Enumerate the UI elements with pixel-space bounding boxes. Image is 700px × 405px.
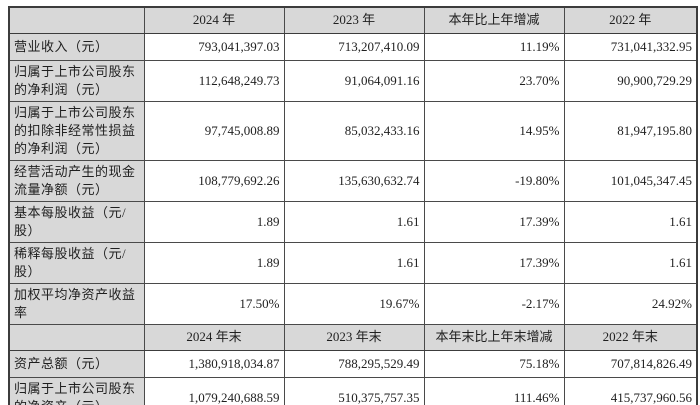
column-header-2022-end: 2022 年末 — [563, 323, 698, 351]
column-header-2024-end: 2024 年末 — [143, 323, 285, 351]
value-cell: 17.39% — [423, 200, 565, 243]
value-cell: 112,648,249.73 — [143, 59, 285, 102]
value-cell: 91,064,091.16 — [283, 59, 425, 102]
value-cell: 135,630,632.74 — [283, 159, 425, 202]
column-header-2023: 2023 年 — [283, 6, 425, 34]
row-label: 营业收入（元） — [8, 32, 145, 61]
row-label: 归属于上市公司股东的净利润（元） — [8, 59, 145, 102]
column-header-yearend-change: 本年末比上年末增减 — [423, 323, 565, 351]
value-cell: 111.46% — [423, 376, 565, 405]
row-label: 加权平均净资产收益率 — [8, 282, 145, 325]
value-cell: 1,380,918,034.87 — [143, 349, 285, 378]
row-label: 基本每股收益（元/股） — [8, 200, 145, 243]
value-cell: 75.18% — [423, 349, 565, 378]
value-cell: 101,045,347.45 — [563, 159, 698, 202]
value-cell: 793,041,397.03 — [143, 32, 285, 61]
table-row-net-profit-excl-nonrecurring: 归属于上市公司股东的扣除非经常性损益的净利润（元） 97,745,008.89 … — [8, 100, 698, 161]
value-cell: 108,779,692.26 — [143, 159, 285, 202]
value-cell: 1,079,240,688.59 — [143, 376, 285, 405]
value-cell: 510,375,757.35 — [283, 376, 425, 405]
table-row-revenue: 营业收入（元） 793,041,397.03 713,207,410.09 11… — [8, 32, 698, 61]
row-label: 归属于上市公司股东的净资产（元） — [8, 376, 145, 405]
value-cell: 788,295,529.49 — [283, 349, 425, 378]
value-cell: 97,745,008.89 — [143, 100, 285, 161]
value-cell: 11.19% — [423, 32, 565, 61]
row-label: 稀释每股收益（元/股） — [8, 241, 145, 284]
value-cell: 24.92% — [563, 282, 698, 325]
value-cell: 23.70% — [423, 59, 565, 102]
value-cell: 17.39% — [423, 241, 565, 284]
corner-cell — [8, 6, 145, 34]
header-row-annual: 2024 年 2023 年 本年比上年增减 2022 年 — [8, 6, 698, 34]
column-header-yoy-change: 本年比上年增减 — [423, 6, 565, 34]
value-cell: 731,041,332.95 — [563, 32, 698, 61]
column-header-2024: 2024 年 — [143, 6, 285, 34]
table-row-operating-cash-flow: 经营活动产生的现金流量净额（元） 108,779,692.26 135,630,… — [8, 159, 698, 202]
table-row-diluted-eps: 稀释每股收益（元/股） 1.89 1.61 17.39% 1.61 — [8, 241, 698, 284]
value-cell: 707,814,826.49 — [563, 349, 698, 378]
value-cell: 1.61 — [563, 200, 698, 243]
value-cell: 19.67% — [283, 282, 425, 325]
table-row-weighted-avg-roe: 加权平均净资产收益率 17.50% 19.67% -2.17% 24.92% — [8, 282, 698, 325]
value-cell: -19.80% — [423, 159, 565, 202]
table-row-net-assets: 归属于上市公司股东的净资产（元） 1,079,240,688.59 510,37… — [8, 376, 698, 405]
value-cell: 1.61 — [283, 241, 425, 284]
value-cell: 85,032,433.16 — [283, 100, 425, 161]
value-cell: 81,947,195.80 — [563, 100, 698, 161]
value-cell: 17.50% — [143, 282, 285, 325]
corner-cell — [8, 323, 145, 351]
value-cell: 415,737,960.56 — [563, 376, 698, 405]
row-label: 经营活动产生的现金流量净额（元） — [8, 159, 145, 202]
value-cell: 1.89 — [143, 241, 285, 284]
value-cell: 1.89 — [143, 200, 285, 243]
financial-summary-table: 2024 年 2023 年 本年比上年增减 2022 年 营业收入（元） 793… — [8, 6, 698, 405]
value-cell: 1.61 — [283, 200, 425, 243]
value-cell: -2.17% — [423, 282, 565, 325]
table-row-net-profit: 归属于上市公司股东的净利润（元） 112,648,249.73 91,064,0… — [8, 59, 698, 102]
value-cell: 90,900,729.29 — [563, 59, 698, 102]
table-row-basic-eps: 基本每股收益（元/股） 1.89 1.61 17.39% 1.61 — [8, 200, 698, 243]
value-cell: 713,207,410.09 — [283, 32, 425, 61]
header-row-year-end: 2024 年末 2023 年末 本年末比上年末增减 2022 年末 — [8, 323, 698, 351]
column-header-2023-end: 2023 年末 — [283, 323, 425, 351]
table-row-total-assets: 资产总额（元） 1,380,918,034.87 788,295,529.49 … — [8, 349, 698, 378]
row-label: 归属于上市公司股东的扣除非经常性损益的净利润（元） — [8, 100, 145, 161]
row-label: 资产总额（元） — [8, 349, 145, 378]
value-cell: 1.61 — [563, 241, 698, 284]
column-header-2022: 2022 年 — [563, 6, 698, 34]
value-cell: 14.95% — [423, 100, 565, 161]
